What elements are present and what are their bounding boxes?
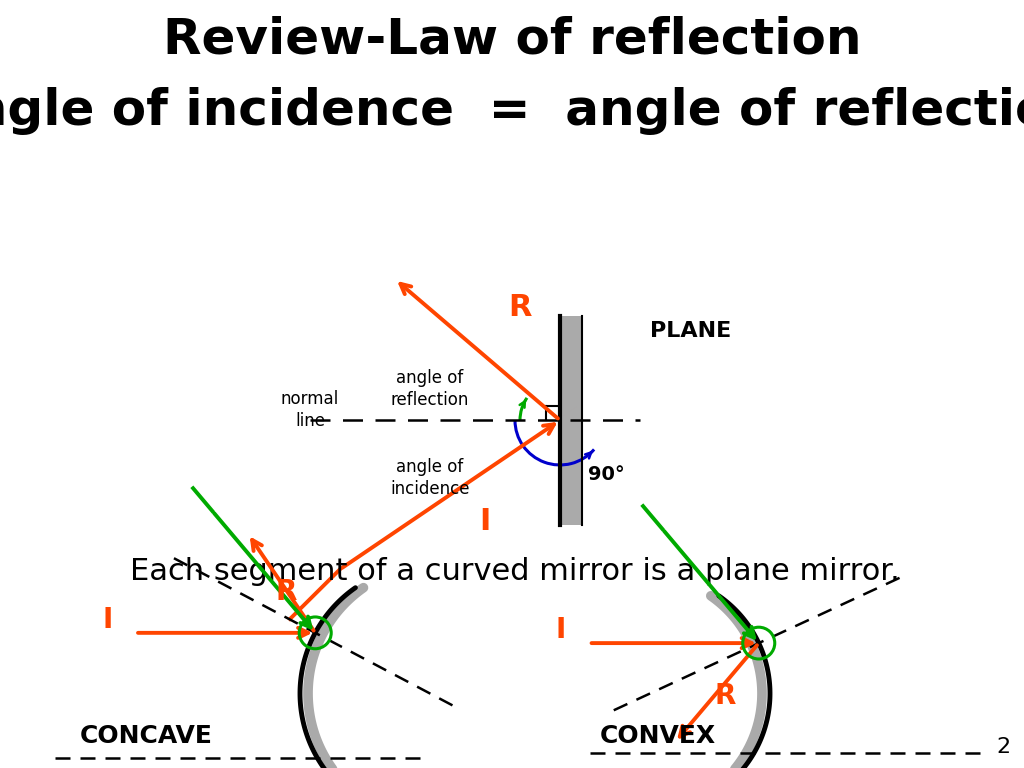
Text: I: I	[479, 507, 490, 535]
Text: 2: 2	[996, 737, 1010, 757]
Bar	[560, 316, 582, 525]
Text: I: I	[102, 606, 113, 634]
Text: 90°: 90°	[588, 465, 625, 484]
Text: angle of
reflection: angle of reflection	[391, 369, 469, 409]
Text: CONCAVE: CONCAVE	[80, 724, 213, 748]
Text: CONVEX: CONVEX	[600, 724, 716, 748]
Text: R: R	[508, 293, 531, 322]
Text: PLANE: PLANE	[650, 321, 731, 341]
Text: normal
line: normal line	[281, 390, 339, 430]
Text: R: R	[715, 682, 736, 710]
Text: Each segment of a curved mirror is a plane mirror.: Each segment of a curved mirror is a pla…	[130, 558, 900, 587]
Text: angle of incidence  =  angle of reflection: angle of incidence = angle of reflection	[0, 87, 1024, 135]
Text: angle of
incidence: angle of incidence	[390, 458, 470, 498]
Text: I: I	[556, 616, 566, 644]
Text: R: R	[275, 578, 297, 606]
Text: Review-Law of reflection: Review-Law of reflection	[163, 16, 861, 64]
